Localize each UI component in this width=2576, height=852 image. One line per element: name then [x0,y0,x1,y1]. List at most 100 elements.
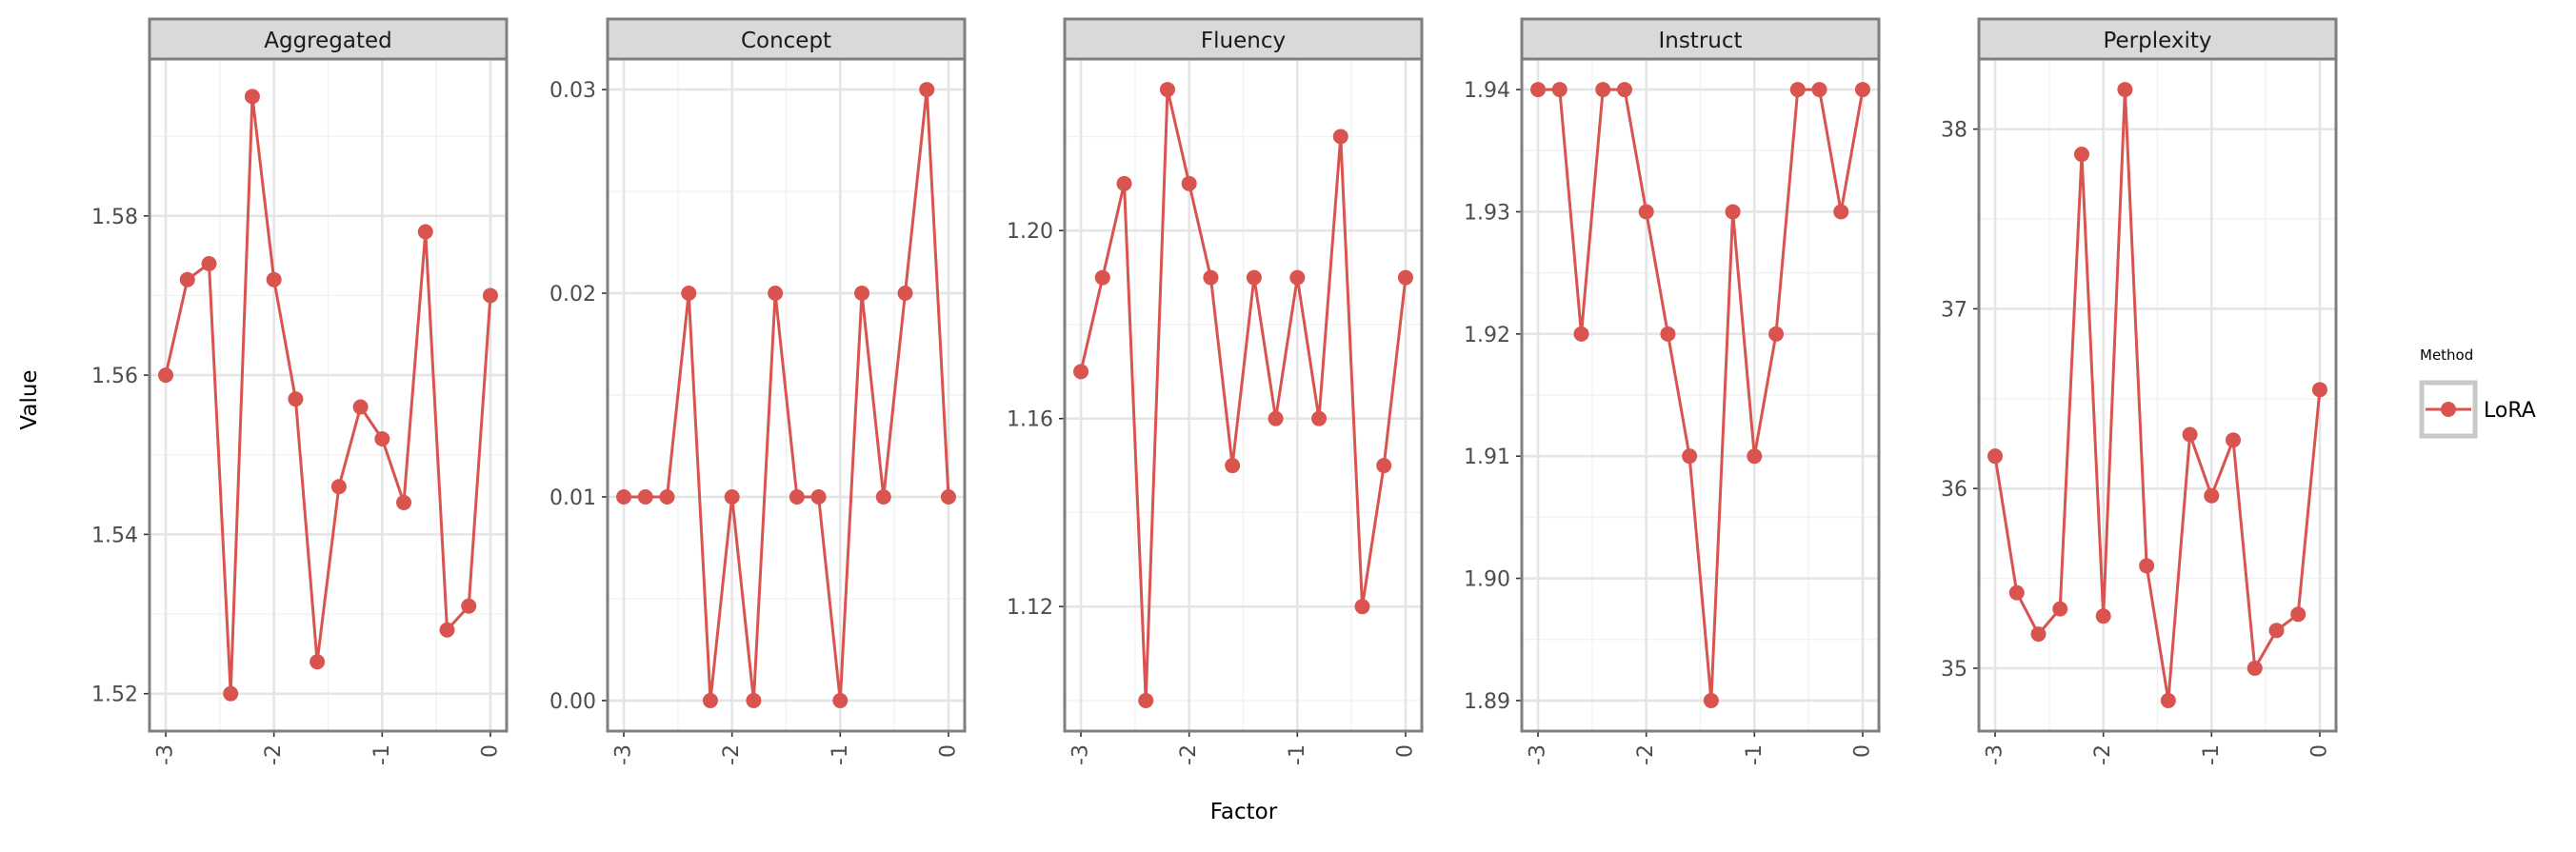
x-tick-label: -1 [829,744,852,765]
data-point [2311,382,2327,398]
y-tick-label: 35 [1941,658,1967,682]
data-point [875,488,891,505]
data-point [330,479,347,495]
data-point [854,286,870,302]
y-tick-label: 1.56 [91,365,138,388]
data-point [1854,82,1870,98]
data-point [1660,326,1676,342]
y-tick-label: 1.20 [1007,220,1053,244]
data-point [1354,599,1370,615]
strip-label: Fluency [1201,29,1286,53]
x-tick-label: -3 [1527,744,1550,765]
x-tick-label: -2 [1634,744,1658,765]
y-tick-label: 0.00 [549,690,596,714]
data-point [1551,82,1568,98]
panel-concept: Concept 0.00 0.01 0.02 0.03 -3 -2 -1 0 [549,17,967,765]
strip-header [1063,17,1424,61]
data-point [2226,432,2242,448]
y-tick-label: 1.54 [91,524,138,547]
data-point [310,654,326,670]
data-point [810,488,827,505]
data-point [832,692,849,708]
data-point [2117,82,2133,98]
y-tick-label: 1.93 [1464,201,1510,225]
data-point [2139,558,2155,574]
panel-border [1520,57,1881,733]
data-point [1203,269,1219,286]
data-point [482,287,498,304]
data-point [789,488,805,505]
strip-header [148,17,509,61]
data-point [1789,82,1806,98]
y-tick-label: 37 [1941,298,1967,322]
data-point [2052,601,2068,617]
data-point [768,286,784,302]
y-tick-label: 1.58 [91,206,138,229]
y-tick-label: 1.16 [1007,408,1053,432]
data-point [2073,147,2089,163]
strip-label: Perplexity [2103,29,2211,53]
x-tick-label: -2 [262,744,286,765]
x-tick-label: -2 [2091,744,2115,765]
data-point [1073,364,1089,380]
data-point [2095,608,2111,624]
data-point [897,286,913,302]
data-point [1225,458,1241,474]
data-point [681,286,697,302]
panel-border [148,57,509,733]
y-tick-label: 1.91 [1464,446,1510,469]
x-tick-label: -2 [1177,744,1201,765]
data-point [616,488,632,505]
data-point [746,692,762,708]
data-point [158,367,174,384]
series-line-lora [624,88,950,703]
x-tick-label: 0 [936,744,960,758]
x-tick-label: 0 [478,744,502,758]
data-point [223,685,239,702]
data-point [179,271,195,287]
strip-header [606,17,967,61]
data-point [659,488,675,505]
x-tick-label: -3 [612,744,636,765]
data-point [288,391,304,407]
legend-title: Method [2420,347,2473,364]
data-point [1397,269,1413,286]
data-point [417,224,433,240]
panel-instruct: Instruct 1.89 1.90 1.91 1.92 1.93 1.94 -3 -2 -1 0 [1464,17,1881,765]
data-point [1811,82,1827,98]
data-point [1703,692,1719,708]
x-axis-title: Factor [1210,800,1278,824]
data-point [2204,487,2220,504]
y-tick-label: 0.01 [549,486,596,510]
x-tick-label: -2 [720,744,744,765]
panel-border [606,57,967,733]
data-point [244,89,260,105]
strip-label: Instruct [1658,29,1742,53]
legend: Method LoRA [2419,347,2536,439]
data-point [702,692,718,708]
data-point [2290,606,2306,623]
data-point [1573,326,1589,342]
x-tick-label: -3 [154,744,178,765]
y-tick-label: 1.92 [1464,324,1510,347]
series-line-lora [164,94,492,696]
legend-key-point [2441,402,2456,417]
data-point [1138,692,1154,708]
data-point [919,82,935,98]
data-point [1987,448,2004,465]
data-point [2008,585,2025,601]
data-point [1116,175,1132,191]
data-point [2030,626,2047,643]
x-tick-label: -1 [1286,744,1309,765]
data-point [1289,269,1306,286]
x-tick-label: -1 [2200,744,2224,765]
series-line-lora [1079,88,1408,703]
data-point [2247,660,2263,676]
data-point [396,494,412,510]
data-point [2160,692,2176,708]
series-line-lora [1538,88,1865,703]
y-tick-label: 1.89 [1464,690,1510,714]
y-tick-label: 38 [1941,119,1967,143]
data-point [637,488,653,505]
